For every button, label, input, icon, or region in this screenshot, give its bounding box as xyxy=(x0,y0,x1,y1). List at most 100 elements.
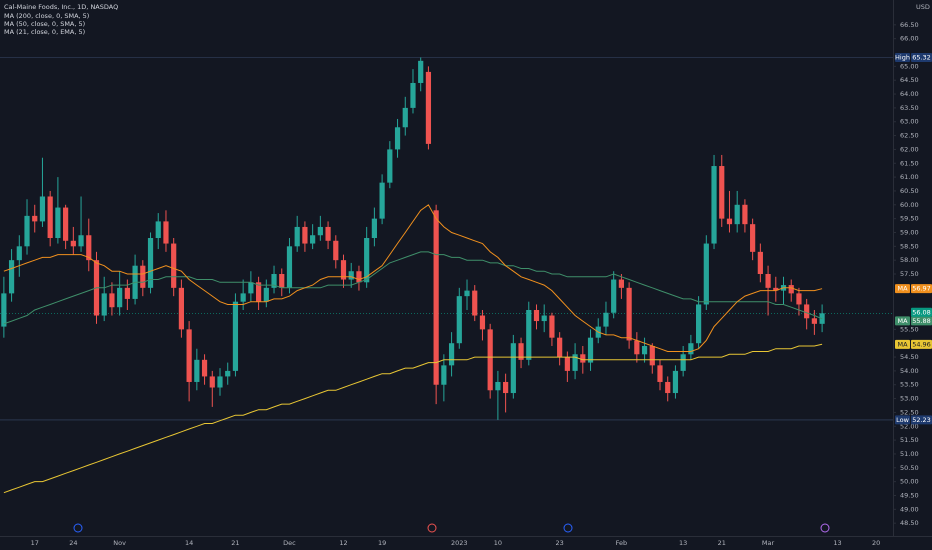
candle-body xyxy=(688,343,694,355)
x-tick-label: 12 xyxy=(339,539,347,547)
legend-entry: MA (21, close, 0, EMA, 5) xyxy=(4,28,85,36)
candle-body xyxy=(464,290,470,297)
ma-tag-value: 56.97 xyxy=(912,285,931,293)
candle-body xyxy=(101,293,107,316)
low-tag-label: Low xyxy=(896,416,909,424)
candle-body xyxy=(448,343,455,366)
candle-body xyxy=(734,204,740,225)
candle-body xyxy=(78,235,84,247)
candle-body xyxy=(580,354,586,363)
y-tick-label: 66.50 xyxy=(900,21,919,29)
event-icon[interactable] xyxy=(820,523,830,533)
x-tick-label: 14 xyxy=(185,539,193,547)
high-tag-label: High xyxy=(895,54,910,62)
candle-body xyxy=(811,318,817,324)
candle-body xyxy=(441,365,447,385)
candle-body xyxy=(711,166,717,244)
candle-body xyxy=(333,240,339,261)
candle-body xyxy=(24,215,30,247)
candle-body xyxy=(757,251,763,274)
y-tick-label: 50.50 xyxy=(900,464,919,472)
candle-body xyxy=(217,376,223,388)
x-tick-label: 21 xyxy=(718,539,726,547)
candle-body xyxy=(804,304,810,319)
event-icon[interactable] xyxy=(563,523,573,533)
y-tick-label: 59.50 xyxy=(900,215,919,223)
candle-body xyxy=(8,260,15,294)
candle-body xyxy=(773,287,779,291)
x-tick-label: 19 xyxy=(378,539,386,547)
candle-body xyxy=(796,293,802,305)
ma-tag-label-box xyxy=(895,284,910,294)
candle-body xyxy=(163,221,169,244)
x-tick-label: 17 xyxy=(31,539,39,547)
candle-body xyxy=(371,218,377,239)
candle-body xyxy=(209,376,215,388)
candle-body xyxy=(32,215,38,222)
candle-body xyxy=(611,279,617,313)
candle-body xyxy=(418,60,424,83)
candle-body xyxy=(286,246,293,288)
event-icon[interactable] xyxy=(73,523,83,533)
y-tick-label: 50.00 xyxy=(900,478,919,486)
candle-body xyxy=(433,210,439,385)
candle-body xyxy=(541,315,547,322)
y-tick-label: 54.50 xyxy=(900,353,919,361)
candle-body xyxy=(379,182,385,219)
last-price-tag-value: 56.08 xyxy=(912,308,931,316)
legend-entry: MA (200, close, 0, SMA, 5) xyxy=(4,12,89,20)
y-tick-label: 62.00 xyxy=(900,145,919,153)
candle-body xyxy=(232,301,239,371)
candle-body xyxy=(86,235,92,261)
candle-body xyxy=(479,315,486,330)
candle-body xyxy=(472,290,478,316)
y-tick-label: 53.50 xyxy=(900,381,919,389)
candle-body xyxy=(572,354,578,371)
y-tick-label: 52.00 xyxy=(900,422,919,430)
y-tick-label: 63.00 xyxy=(900,118,919,126)
ma-tag-value: 55.88 xyxy=(912,317,931,325)
candle-body xyxy=(55,207,61,239)
candle-body xyxy=(672,370,679,394)
y-tick-label: 58.50 xyxy=(900,242,919,250)
y-tick-label: 60.50 xyxy=(900,187,919,195)
candle-body xyxy=(533,309,540,322)
candle-body xyxy=(225,370,231,377)
candle-body xyxy=(294,226,300,247)
candle-body xyxy=(117,287,123,308)
candle-body xyxy=(340,260,347,280)
candle-body xyxy=(557,337,563,358)
candle-body xyxy=(456,296,462,344)
x-tick-label: 23 xyxy=(556,539,564,547)
x-tick-label: 21 xyxy=(231,539,239,547)
y-tick-label: 55.50 xyxy=(900,325,919,333)
moving-average-line xyxy=(3,343,823,494)
x-tick-label: Nov xyxy=(113,539,126,547)
ma-tag-label-box xyxy=(895,316,910,326)
moving-average-line xyxy=(3,251,823,325)
candle-body xyxy=(186,329,192,382)
ma-tag-value-box xyxy=(911,284,932,294)
candle-body xyxy=(47,196,53,239)
candle-body xyxy=(425,71,432,144)
candle-body xyxy=(526,309,532,360)
candle-body xyxy=(649,345,655,366)
candle-body xyxy=(703,243,709,305)
low-tag-label-box xyxy=(895,415,910,425)
y-tick-label: 65.00 xyxy=(900,62,919,70)
ma-tag-value-box xyxy=(911,316,932,326)
currency-label: USD xyxy=(916,3,930,11)
x-tick-label: 13 xyxy=(833,539,841,547)
y-tick-label: 54.00 xyxy=(900,367,919,375)
candle-body xyxy=(587,337,594,363)
y-tick-label: 51.00 xyxy=(900,450,919,458)
x-tick-label: 20 xyxy=(872,539,880,547)
event-icon[interactable] xyxy=(427,523,437,533)
candle-body xyxy=(248,282,254,294)
candle-body xyxy=(665,381,671,394)
y-tick-label: 63.50 xyxy=(900,104,919,112)
ma-tag-value: 54.96 xyxy=(912,340,931,348)
